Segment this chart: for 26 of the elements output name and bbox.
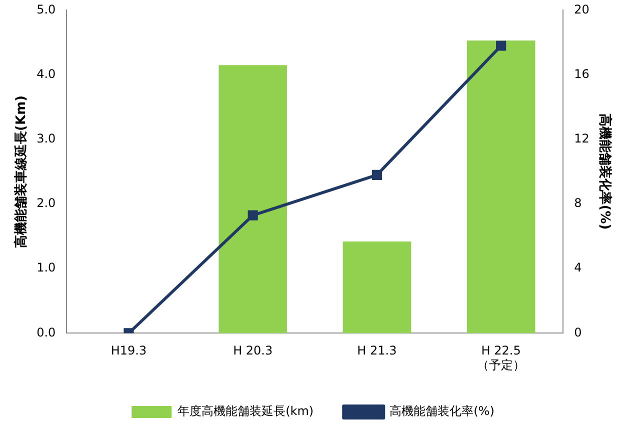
y2-tick-label: 8 — [574, 196, 582, 210]
point — [496, 40, 506, 51]
y-tick-label: 2.0 — [36, 196, 56, 210]
y-tick-label: 5.0 — [36, 2, 56, 16]
bar — [466, 40, 536, 334]
y2-tick-label: 0 — [574, 325, 582, 340]
x-tick-label: H 21.3 — [357, 344, 397, 358]
y-axis-title: 高機能舗装車線延長(Km) — [13, 95, 30, 248]
y-tick-label: 1.0 — [36, 260, 56, 275]
y-tick-label: 0.0 — [36, 325, 56, 340]
x-tick-label: H19.3 — [110, 344, 147, 358]
y2-tick-label: 12 — [574, 132, 590, 146]
bar — [342, 241, 412, 334]
point — [248, 210, 258, 220]
point — [372, 170, 382, 180]
y2-tick-label: 20 — [574, 2, 590, 16]
x-tick-label: H 20.3 — [233, 344, 273, 358]
y2-axis-title: 高機能舗装化率(%) — [596, 114, 613, 230]
x-tick-label: H 22.5 （予定） — [477, 344, 526, 372]
bar — [218, 65, 287, 334]
legend-label: 年度高機能舗装延長(km) — [178, 404, 314, 418]
y-tick-label: 3.0 — [36, 132, 56, 146]
y2-tick-label: 4 — [574, 260, 582, 275]
y-tick-label: 4.0 — [36, 66, 56, 81]
y2-tick-label: 16 — [574, 66, 590, 81]
legend-label: 高機能舗装化率(%) — [390, 404, 494, 418]
